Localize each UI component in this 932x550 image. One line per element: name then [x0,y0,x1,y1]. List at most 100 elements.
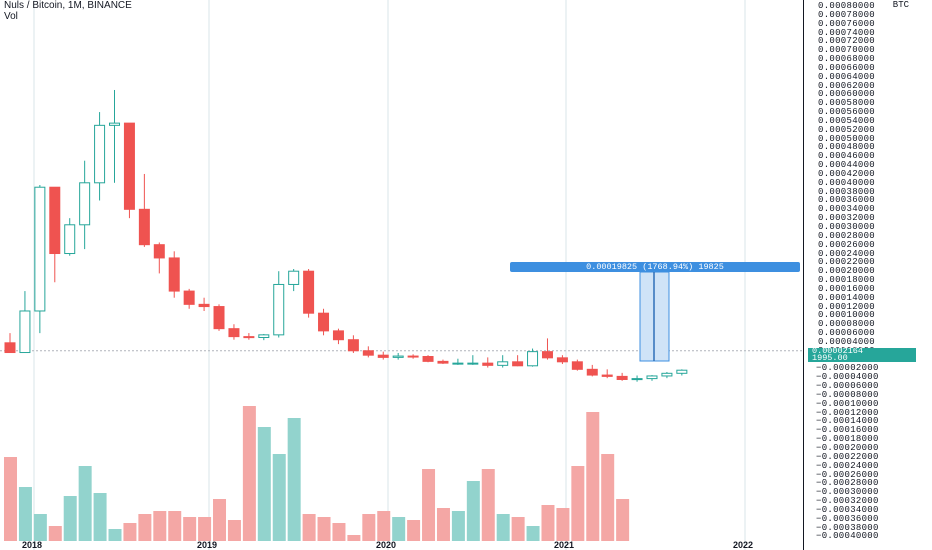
candle-body-45 [676,369,688,374]
volume-bar-30 [451,511,465,541]
candle-body-26 [392,355,404,358]
volume-legend[interactable]: Vol [4,11,18,22]
candle-body-15 [228,328,240,338]
price-tick-label: 0.00062000 [818,80,876,91]
candle-body-29 [437,360,449,364]
price-tick-label: −0.00008000 [816,389,879,400]
volume-bar-40 [601,454,615,541]
candle-body-5 [79,182,91,226]
volume-bar-7 [108,529,122,541]
volume-bar-36 [541,505,555,541]
price-tick-label: 0.00030000 [818,222,876,232]
price-tick-label: −0.00020000 [816,443,879,453]
price-tick-label: 0.00078000 [818,9,876,20]
volume-bar-16 [242,406,256,541]
candle-body-27 [407,355,419,358]
volume-bar-39 [586,412,600,541]
candle-body-9 [138,208,150,246]
volume-bar-0 [4,457,17,541]
price-tick-label: 0.00016000 [818,283,876,294]
price-tick-label: −0.00016000 [816,425,879,436]
last-price-value: 0.00002164 [812,346,864,356]
price-tick-label: −0.00040000 [816,531,879,542]
price-tick-label: 0.00052000 [818,124,876,135]
candle-body-30 [452,362,464,365]
candle-body-12 [183,290,195,305]
price-tick-label: −0.00014000 [816,416,879,427]
price-tick-label: 0.00040000 [818,177,876,188]
volume-bar-24 [362,514,376,541]
candle-body-38 [571,361,583,370]
volume-bar-21 [317,517,331,541]
candle-body-41 [616,375,628,380]
volume-bar-1 [18,487,32,541]
price-tick-label: 0.00070000 [818,45,876,56]
volume-bar-17 [257,427,271,541]
price-tick-label: 0.00006000 [818,328,876,339]
candle-body-16 [243,336,255,339]
candle-body-7 [109,122,121,126]
volume-bar-5 [78,466,92,541]
price-tick-label: −0.00010000 [816,398,879,409]
price-tick-label: 0.00032000 [818,213,876,224]
chart-area[interactable]: Nuls / Bitcoin, 1M, BINANCE Vol 0.000198… [0,0,803,550]
candle-body-25 [377,354,389,358]
price-tick-label: 0.00014000 [818,292,876,303]
price-tick-label: 0.00022000 [818,257,876,268]
candle-body-8 [123,122,135,210]
price-tick-label: −0.00038000 [816,522,879,533]
price-tick-label: −0.00026000 [816,469,879,480]
volume-bar-20 [302,514,316,541]
volume-bar-11 [168,511,182,541]
price-tick-label: 0.00004000 [818,336,876,347]
candle-body-43 [646,375,658,380]
candle-body-36 [541,351,553,359]
price-tick-label: 0.00068000 [818,54,876,65]
price-chart[interactable] [0,0,803,550]
candle-body-37 [556,357,568,363]
price-tick-label: 0.00080000 [818,1,876,11]
volume-bar-2 [33,514,47,541]
candle-body-20 [303,270,315,314]
candle-body-34 [512,361,524,367]
candle-body-32 [482,362,494,366]
candle-body-44 [661,372,673,377]
volume-bar-27 [407,520,421,541]
candle-body-3 [49,186,61,255]
candle-body-17 [258,334,270,338]
candle-body-10 [153,244,165,259]
price-tick-label: 0.00076000 [818,18,876,29]
price-tick-label: 0.00026000 [818,239,876,250]
measure-label: 0.00019825 (1768.94%) 19825 [510,262,800,272]
price-tick-label: 0.00074000 [818,27,876,38]
volume-bar-8 [123,523,137,541]
symbol-title[interactable]: Nuls / Bitcoin, 1M, BINANCE [4,0,132,11]
price-tick-label: 0.00020000 [818,266,876,277]
volume-bar-10 [153,511,167,541]
volume-bar-4 [63,496,77,541]
volume-bar-23 [347,535,361,541]
price-tick-label: −0.00012000 [816,407,879,418]
volume-bar-12 [183,517,197,541]
volume-bar-31 [466,481,480,541]
candle-body-21 [318,312,330,332]
measure-tool [639,271,670,362]
time-label-2018: 2018 [22,540,43,550]
candle-body-35 [527,351,539,367]
price-tick-label: −0.00024000 [816,460,879,471]
time-label-2019: 2019 [197,540,218,550]
price-scale[interactable]: BTC 0.00080000 0.00078000 0.00076000 0.0007… [803,0,932,550]
price-tick-label: 0.00056000 [818,107,876,118]
candle-body-39 [586,368,598,376]
price-tick-label: 0.00024000 [818,248,876,259]
volume-bar-18 [272,454,286,541]
candle-body-31 [467,362,479,365]
candle-body-42 [631,378,643,381]
price-tick-label: 0.00028000 [818,230,876,241]
price-tick-label: 0.00036000 [818,195,876,206]
last-volume-value: 1995.00 [812,353,848,363]
volume-bar-19 [287,418,301,541]
price-tick-label: 0.00066000 [818,62,876,73]
price-tick-label: −0.00030000 [816,487,879,498]
price-tick-label: 0.00044000 [818,160,876,171]
